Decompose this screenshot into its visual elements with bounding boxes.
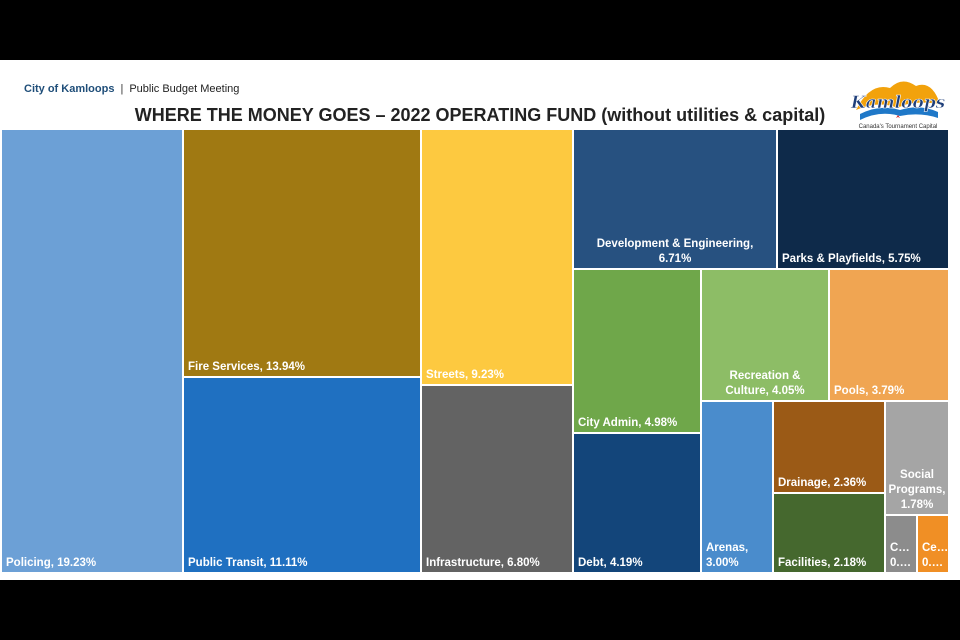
- treemap-label: Facilities, 2.18%: [778, 557, 866, 569]
- treemap-tile-public-transit: Public Transit, 11.11%: [184, 378, 420, 572]
- treemap-tile-drainage: Drainage, 2.36%: [774, 402, 884, 492]
- treemap-label: Streets, 9.23%: [426, 369, 504, 381]
- treemap-label: C… 0.…: [890, 542, 911, 569]
- page-title: WHERE THE MONEY GOES – 2022 OPERATING FU…: [134, 105, 826, 125]
- treemap-tile-fire-services: Fire Services, 13.94%: [184, 130, 420, 376]
- kamloops-logo: Kamloops Canada's Tournament Capital: [850, 74, 946, 134]
- slide: City of Kamloops | Public Budget Meeting W…: [0, 60, 960, 580]
- treemap-tile-streets: Streets, 9.23%: [422, 130, 572, 384]
- treemap-tile-policing: Policing, 19.23%: [2, 130, 182, 572]
- treemap-label: Debt, 4.19%: [578, 557, 643, 569]
- treemap-tile-development-engineering: Development & Engineering, 6.71%: [574, 130, 776, 268]
- treemap-label: Pools, 3.79%: [834, 385, 904, 397]
- treemap-rect: [918, 516, 948, 572]
- org-name: City of Kamloops: [24, 83, 115, 95]
- treemap-rect: [574, 130, 776, 268]
- treemap-label: Parks & Playfields, 5.75%: [782, 253, 921, 265]
- treemap-tile-pools: Pools, 3.79%: [830, 270, 948, 400]
- logo-text: Kamloops: [850, 93, 946, 113]
- treemap-label: City Admin, 4.98%: [578, 417, 677, 429]
- treemap-rect: [574, 270, 700, 432]
- treemap-rect: [184, 378, 420, 572]
- treemap-tile-social-programs: Social Programs, 1.78%: [886, 402, 948, 514]
- treemap-rect: [778, 130, 948, 268]
- treemap-label: Development & Engineering, 6.71%: [597, 238, 754, 265]
- logo-wave-shape: [860, 107, 938, 120]
- treemap-rect: [830, 270, 948, 400]
- treemap-tile-arenas: Arenas, 3.00%: [702, 402, 772, 572]
- header-subtitle: Public Budget Meeting: [129, 83, 240, 95]
- treemap-label: Ce… 0.…: [922, 542, 948, 569]
- treemap-label: Fire Services, 13.94%: [188, 361, 305, 373]
- treemap-tile-parks-playfields: Parks & Playfields, 5.75%: [778, 130, 948, 268]
- treemap-tile-c: C… 0.…: [886, 516, 916, 572]
- treemap-label: Public Transit, 11.11%: [188, 557, 308, 569]
- logo-graphic: Kamloops: [850, 81, 946, 120]
- treemap-rect: [702, 402, 772, 572]
- treemap-label: Policing, 19.23%: [6, 557, 96, 569]
- logo-tagline: Canada's Tournament Capital: [858, 124, 938, 130]
- treemap-label: Arenas, 3.00%: [706, 542, 748, 569]
- treemap-tile-infrastructure: Infrastructure, 6.80%: [422, 386, 572, 572]
- treemap-rect: [422, 386, 572, 572]
- treemap-label: Social Programs, 1.78%: [889, 469, 946, 511]
- logo-sun-shape: [856, 81, 940, 110]
- treemap-rect: [774, 402, 884, 492]
- header-separator: |: [120, 83, 124, 95]
- treemap-rect: [184, 130, 420, 376]
- treemap-tile-city-admin: City Admin, 4.98%: [574, 270, 700, 432]
- treemap-rect: [574, 434, 700, 572]
- treemap-rect: [702, 270, 828, 400]
- treemap-rect: [2, 130, 182, 572]
- header: City of Kamloops | Public Budget Meeting: [24, 83, 239, 95]
- treemap-tile-facilities: Facilities, 2.18%: [774, 494, 884, 572]
- maple-leaf-icon: [896, 115, 900, 118]
- treemap-label: Drainage, 2.36%: [778, 477, 866, 489]
- treemap-label: Infrastructure, 6.80%: [426, 557, 540, 569]
- treemap-chart: Policing, 19.23% Fire Services, 13.94% Pub…: [2, 130, 948, 572]
- treemap-tile-ce: Ce… 0.…: [918, 516, 948, 572]
- treemap-rect: [886, 402, 948, 514]
- treemap-rect: [774, 494, 884, 572]
- treemap-label: Recreation & Culture, 4.05%: [725, 370, 804, 397]
- treemap-rect: [422, 130, 572, 384]
- treemap-rect: [886, 516, 916, 572]
- treemap-tile-recreation-culture: Recreation & Culture, 4.05%: [702, 270, 828, 400]
- treemap-tile-debt: Debt, 4.19%: [574, 434, 700, 572]
